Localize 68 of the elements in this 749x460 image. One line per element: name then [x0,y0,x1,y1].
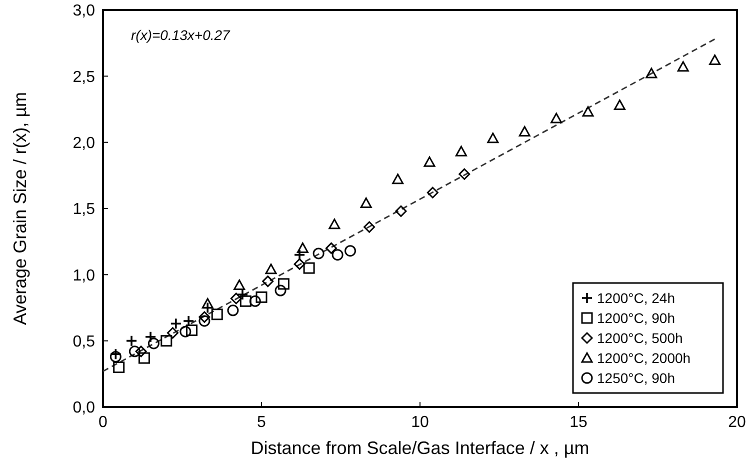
point [160,335,172,347]
point [582,106,594,117]
point [332,249,344,261]
point [518,126,530,136]
point [135,346,147,358]
y-tick-label: 2,5 [72,68,96,86]
legend-label: 1250°C, 90h [597,370,675,386]
point [360,197,372,208]
y-tick-label: 2,0 [72,134,96,152]
point [249,295,261,307]
point [128,346,140,358]
point [262,276,274,288]
point [303,262,315,274]
y-tick-label: 0,5 [72,333,96,350]
x-tick-label: 20 [728,414,746,431]
point [211,308,223,320]
point [709,54,721,66]
point [364,221,376,233]
y-tick-label: 1,5 [72,201,96,218]
legend-label: 1200°C, 2000h [597,350,691,366]
point [424,156,436,167]
y-tick-label: 0,0 [72,400,96,417]
point [455,146,467,156]
legend-label: 1200°C, 24h [597,290,675,306]
point [296,242,308,253]
point [646,68,658,78]
point [138,352,150,364]
point [113,362,125,374]
point [487,132,499,144]
point [227,304,239,316]
x-tick-label: 15 [570,414,588,431]
point [166,327,178,339]
annotation: r(x)=0.13x+0.27 [131,27,232,43]
point [148,338,160,350]
point [198,315,210,327]
point [198,311,210,323]
point [344,245,356,257]
point [110,350,122,362]
point [550,112,562,124]
point [202,298,214,309]
point [392,174,404,184]
point [230,292,242,304]
point [458,168,470,180]
x-tick-label: 10 [411,414,429,431]
point [265,264,277,274]
point [256,291,268,303]
point [614,100,626,110]
point [240,295,252,307]
point [677,61,689,72]
point [325,242,337,254]
point [274,284,286,296]
y-axis-title: Average Grain Size / r(x), µm [10,92,30,326]
legend-label: 1200°C, 90h [597,310,675,326]
x-tick-label: 0 [98,414,108,431]
point [395,205,407,217]
point [426,186,438,198]
legend-label: 1200°C, 500h [597,330,683,346]
point [180,326,192,338]
point [234,280,246,290]
point [278,278,290,290]
point [186,324,198,336]
point [328,218,340,230]
x-tick-label: 5 [257,414,266,431]
y-tick-label: 1,0 [72,267,96,284]
point [312,248,324,260]
point [294,258,306,270]
y-tick-label: 3,0 [72,2,96,20]
x-axis-title: Distance from Scale/Gas Interface / x , µm [250,438,590,458]
